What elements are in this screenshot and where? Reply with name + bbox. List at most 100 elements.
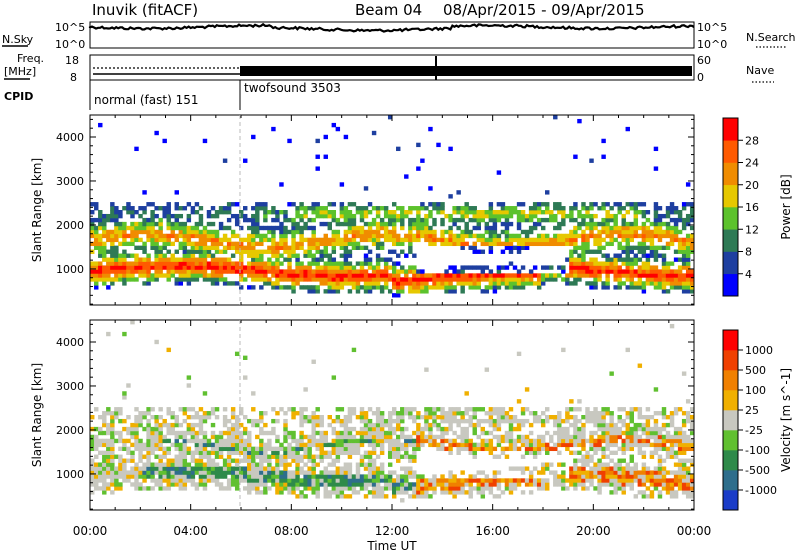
power-cell — [275, 273, 280, 278]
velocity-cell — [633, 474, 639, 479]
velocity-cell — [190, 470, 196, 475]
power-cell — [496, 285, 502, 290]
velocity-cell — [275, 482, 280, 487]
power-colorbar-swatch — [723, 229, 738, 252]
velocity-cell — [154, 470, 159, 475]
power-cell — [146, 233, 151, 239]
power-cell — [174, 277, 179, 282]
velocity-cell — [416, 446, 421, 452]
velocity-cell — [488, 490, 494, 495]
power-cell — [581, 233, 586, 239]
velocity-cell — [166, 450, 171, 455]
power-cell — [243, 217, 248, 223]
velocity-cell — [295, 450, 300, 455]
velocity-cell — [669, 438, 675, 444]
power-cell — [146, 229, 151, 235]
velocity-cell — [476, 486, 481, 491]
velocity-cell — [424, 494, 429, 499]
velocity-cell — [428, 415, 433, 420]
power-cell — [222, 225, 228, 231]
velocity-cell — [456, 450, 461, 455]
power-cell — [408, 289, 413, 294]
power-cell — [146, 217, 151, 223]
power-cell — [653, 249, 659, 254]
velocity-cell — [198, 478, 204, 483]
velocity-cell — [448, 470, 453, 475]
power-cell — [90, 241, 95, 247]
power-cell — [512, 277, 518, 282]
power-cell — [130, 265, 135, 270]
power-cell — [629, 281, 634, 286]
power-cell — [412, 277, 417, 282]
power-cell — [460, 265, 465, 270]
power-cell — [637, 249, 643, 254]
power-cell — [90, 269, 95, 274]
power-cell — [271, 245, 276, 250]
power-cell — [553, 233, 558, 239]
power-cell — [347, 281, 353, 286]
power-cell — [653, 217, 659, 223]
velocity-cell — [106, 407, 111, 412]
power-cell — [496, 237, 502, 243]
power-cell — [186, 265, 192, 270]
velocity-cell — [315, 438, 320, 444]
velocity-cell — [645, 430, 651, 436]
power-cell — [653, 281, 659, 286]
velocity-cell — [593, 486, 598, 491]
velocity-cell — [540, 462, 546, 467]
velocity-cell — [315, 446, 320, 452]
velocity-cell — [259, 470, 264, 475]
power-cell — [251, 285, 256, 290]
power-cell — [251, 241, 256, 247]
power-cell — [339, 241, 345, 247]
velocity-cell — [238, 411, 244, 416]
power-cell — [323, 281, 328, 286]
power-cell — [561, 221, 566, 227]
power-cell — [649, 281, 655, 286]
power-cell — [315, 241, 320, 247]
power-cell — [645, 253, 651, 258]
velocity-cell — [234, 422, 240, 428]
power-cell — [247, 265, 252, 270]
velocity-cell — [649, 478, 655, 483]
power-cell — [383, 281, 389, 286]
velocity-cell — [174, 478, 179, 483]
velocity-cell — [98, 478, 103, 483]
power-cell — [577, 261, 582, 266]
velocity-cell — [343, 482, 349, 487]
power-cell — [142, 210, 147, 215]
velocity-cell — [315, 430, 320, 436]
power-colorbar-tick-label: 16 — [745, 201, 759, 214]
power-cell — [234, 245, 240, 250]
power-cell — [589, 225, 594, 231]
velocity-cell — [146, 454, 151, 459]
velocity-cell — [653, 478, 659, 483]
freq-tick-bottom: 8 — [70, 71, 77, 84]
velocity-cell — [593, 474, 598, 479]
velocity-cell — [653, 422, 659, 428]
velocity-cell — [484, 418, 490, 424]
velocity-cell — [206, 454, 212, 459]
power-cell — [130, 225, 135, 231]
power-cell — [625, 253, 630, 258]
velocity-cell — [557, 474, 562, 479]
velocity-cell — [335, 434, 341, 440]
velocity-cell — [351, 438, 357, 444]
velocity-cell — [653, 466, 659, 471]
power-cell — [448, 237, 453, 243]
power-cell — [412, 281, 417, 286]
velocity-cell — [206, 415, 212, 420]
power-cell — [561, 241, 566, 247]
velocity-cell — [142, 474, 147, 479]
power-cell — [375, 253, 381, 258]
power-cell — [400, 221, 405, 227]
velocity-cell — [251, 418, 256, 424]
power-cell — [102, 249, 107, 254]
velocity-cell — [287, 478, 292, 483]
velocity-cell — [138, 442, 143, 448]
power-cell — [468, 285, 473, 290]
velocity-cell — [621, 482, 626, 487]
power-cell — [194, 265, 200, 270]
power-cell — [319, 253, 324, 258]
power-cell — [472, 265, 477, 270]
